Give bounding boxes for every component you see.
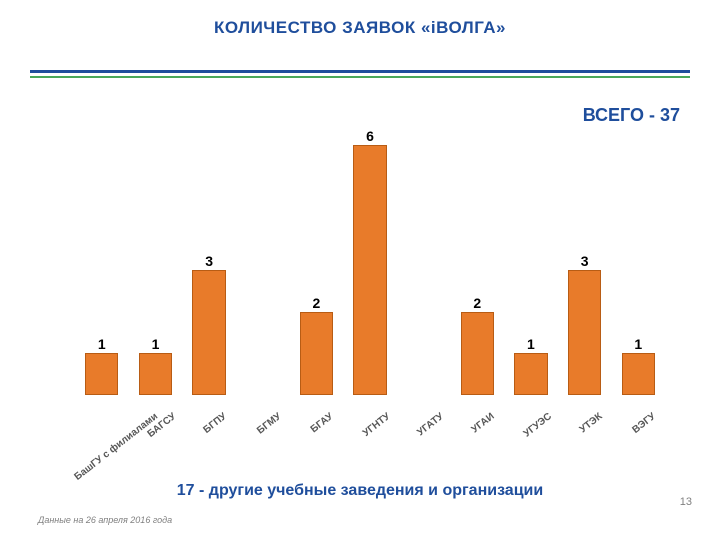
bar-rect [622,353,655,395]
bar-value-label: 3 [581,254,589,268]
bar-value-label: 1 [634,337,642,351]
bar-slot: 1 [129,125,183,395]
x-axis-label: УТЭК [577,411,604,435]
plot-area: 1 1 3 2 6 2 1 3 1 [75,125,665,396]
bar-slot: 6 [343,125,397,395]
x-axis-label: БАГСУ [146,411,179,440]
total-label: ВСЕГО - 37 [583,105,680,126]
x-axis-label: УГАТУ [415,411,446,438]
x-label-slot: УГНТУ [343,395,397,445]
slide-title: КОЛИЧЕСТВО ЗАЯВОК «iВОЛГА» [0,18,720,38]
bar-slot: 3 [182,125,236,395]
bar-rect [353,145,386,395]
bar-slot: 2 [450,125,504,395]
bar-value-label: 6 [366,129,374,143]
slide: КОЛИЧЕСТВО ЗАЯВОК «iВОЛГА» ВСЕГО - 37 11… [0,0,720,540]
bar-slot: 3 [558,125,612,395]
bar-rect [139,353,172,395]
subtitle: 17 - другие учебные заведения и организа… [0,482,720,500]
x-axis-label: БГМУ [255,411,283,437]
bar-slot [397,125,451,395]
bar-value-label: 2 [312,296,320,310]
bars-container: 1 1 3 2 6 2 1 3 1 [75,125,665,395]
x-label-slot: ВЭГУ [611,395,665,445]
x-axis-label: УГАИ [470,411,497,435]
bar-rect [461,312,494,395]
bar-chart: 1 1 3 2 6 2 1 3 1 БашГУ с филиалами БАГСУ БГПУ БГМУ… [75,125,665,445]
bar-slot: 1 [75,125,129,395]
x-label-slot: БГМУ [236,395,290,445]
x-label-slot: БАГСУ [129,395,183,445]
x-label-slot: УГУЭС [504,395,558,445]
x-label-slot: БГПУ [182,395,236,445]
x-axis-label: УГНТУ [361,411,393,439]
footnote: Данные на 26 апреля 2016 года [38,515,172,525]
bar-value-label: 1 [98,337,106,351]
divider-line-1 [30,70,690,73]
x-axis-label: ВЭГУ [631,411,658,436]
x-label-slot: УТЭК [558,395,612,445]
bar-slot [236,125,290,395]
bar-value-label: 3 [205,254,213,268]
x-label-slot: БГАУ [290,395,344,445]
bar-slot: 1 [611,125,665,395]
x-axis-label: УГУЭС [522,411,554,440]
page-number: 13 [680,496,692,508]
bar-rect [568,270,601,395]
bar-value-label: 1 [152,337,160,351]
bar-rect [85,353,118,395]
x-label-slot: БашГУ с филиалами [75,395,129,445]
bar-rect [192,270,225,395]
x-axis-labels: БашГУ с филиалами БАГСУ БГПУ БГМУ БГАУ УГНТУ У… [75,395,665,445]
bar-rect [300,312,333,395]
divider [30,70,690,78]
bar-value-label: 2 [473,296,481,310]
bar-rect [514,353,547,395]
x-axis-label: БГАУ [309,411,336,435]
bar-value-label: 1 [527,337,535,351]
x-label-slot: УГАТУ [397,395,451,445]
x-axis-label: БГПУ [202,411,229,436]
bar-slot: 2 [290,125,344,395]
bar-slot: 1 [504,125,558,395]
x-label-slot: УГАИ [450,395,504,445]
divider-line-2 [30,76,690,78]
